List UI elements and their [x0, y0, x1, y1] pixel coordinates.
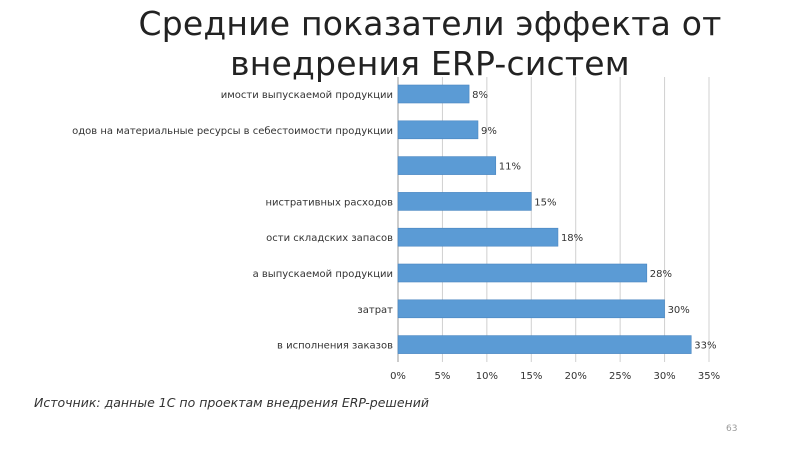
- bar: [397, 156, 497, 175]
- bar-value-label: 18%: [561, 233, 583, 244]
- label-crop-mask: [0, 80, 62, 360]
- category-label: одов на материальные ресурсы в себестоим…: [72, 126, 393, 137]
- bar: [397, 299, 665, 319]
- bar-value-label: 15%: [534, 197, 556, 208]
- chart-labels: 0% 5% 10% 15% 20% 25% 30% 35% 8% имости выпускаем…: [0, 80, 720, 382]
- slide-title-line-1: Средние показатели эффекта от: [138, 4, 722, 43]
- category-label: затрат: [357, 305, 393, 316]
- chart-gridlines: [397, 77, 710, 362]
- x-tick-label: 15%: [520, 371, 542, 382]
- chart-bars: [397, 84, 692, 354]
- bar-value-label: 9%: [481, 126, 497, 137]
- bar-value-label: 28%: [650, 269, 672, 280]
- bar: [397, 192, 532, 211]
- x-tick-label: 10%: [476, 371, 498, 382]
- bar: [397, 120, 479, 140]
- category-label: а выпускаемой продукции: [253, 269, 393, 280]
- bar: [397, 335, 692, 354]
- x-tick-label: 25%: [609, 371, 631, 382]
- x-tick-label: 30%: [653, 371, 675, 382]
- category-label: в исполнения заказов: [277, 341, 393, 352]
- category-label: ости складских запасов: [266, 233, 393, 244]
- bar: [397, 263, 648, 283]
- x-tick-label: 20%: [565, 371, 587, 382]
- bar: [397, 227, 559, 247]
- source-note: Источник: данные 1С по проектам внедрени…: [34, 395, 429, 410]
- category-label: имости выпускаемой продукции: [221, 90, 393, 101]
- bar-value-label: 11%: [499, 162, 521, 173]
- bar: [397, 84, 470, 104]
- category-label: нистративных расходов: [265, 197, 393, 208]
- x-tick-label: 35%: [698, 371, 720, 382]
- x-tick-label: 5%: [434, 371, 450, 382]
- slide-title-line-2: внедрения ERP-систем: [230, 44, 630, 83]
- page-number: 63: [726, 424, 738, 434]
- x-tick-label: 0%: [390, 371, 406, 382]
- bar-value-label: 8%: [472, 90, 488, 101]
- bar-value-label: 33%: [694, 341, 716, 352]
- bar-value-label: 30%: [668, 305, 690, 316]
